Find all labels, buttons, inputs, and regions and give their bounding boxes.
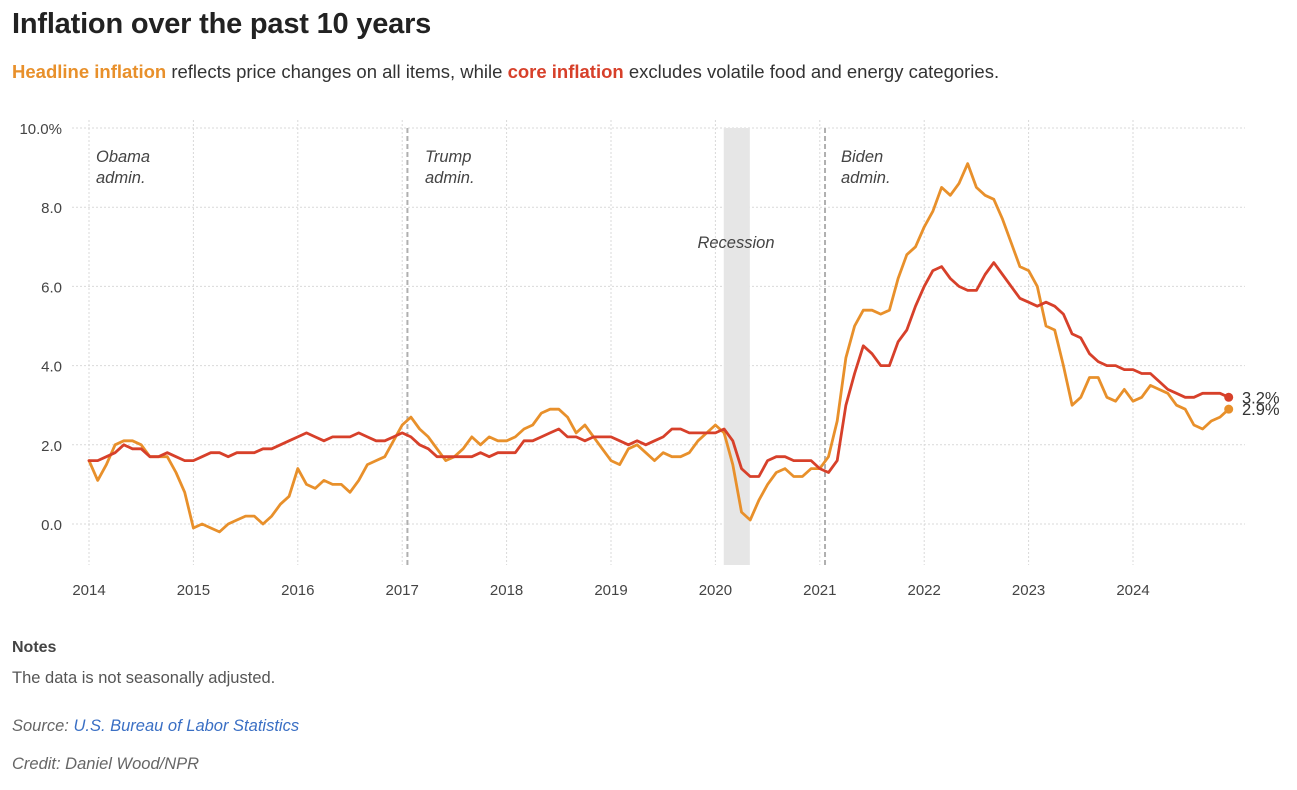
core-inflation-label: core inflation (507, 61, 624, 82)
source-line: Source: U.S. Bureau of Labor Statistics (12, 717, 299, 736)
x-tick-label: 2023 (1012, 582, 1045, 599)
notes-text: The data is not seasonally adjusted. (12, 669, 276, 687)
x-tick-label: 2015 (177, 582, 210, 599)
annotations: Obama admin. Trump admin. Recession Biden admi… (96, 148, 891, 252)
annotation-label: Obama admin. (96, 148, 150, 187)
x-tick-label: 2014 (72, 582, 105, 599)
headline-inflation-label: Headline inflation (12, 61, 167, 82)
x-tick-label: 2020 (699, 582, 732, 599)
annotation-label: Trump admin. (425, 148, 475, 187)
gridlines (72, 120, 1245, 565)
notes-heading: Notes (12, 639, 57, 656)
x-tick-label: 2016 (281, 582, 314, 599)
x-tick-label: 2018 (490, 582, 523, 599)
y-tick-label: 4.0 (41, 359, 62, 376)
recession-band (723, 128, 750, 565)
source-prefix: Source: (12, 717, 74, 735)
inflation-line-chart: 10.0%8.06.04.02.00.0 2014 2015 2016 2017 201… (19, 120, 1280, 599)
source-link[interactable]: U.S. Bureau of Labor Statistics (73, 717, 300, 735)
y-tick-label: 10.0% (19, 121, 62, 138)
core-inflation-line (87, 261, 1231, 478)
y-tick-label: 0.0 (41, 517, 62, 534)
annotation-label: Biden admin. (841, 148, 891, 187)
headline-inflation-line (87, 162, 1231, 534)
annotation-label: Recession (697, 234, 774, 252)
core-end-point (1224, 392, 1234, 402)
x-tick-label: 2022 (908, 582, 941, 599)
administration-dividers (406, 128, 827, 565)
y-tick-label: 2.0 (41, 438, 62, 455)
end-labels: 2.9%3.2% (1224, 389, 1280, 419)
x-tick-label: 2021 (803, 582, 836, 599)
recession-band-layer (723, 128, 750, 565)
chart-title: Inflation over the past 10 years (12, 8, 432, 40)
x-tick-label: 2017 (386, 582, 419, 599)
chart-subtitle: Headline inflation reflects price change… (12, 61, 999, 83)
x-tick-label: 2019 (594, 582, 627, 599)
subtitle-middle-text: reflects price changes on all items, whi… (166, 61, 508, 82)
y-tick-label: 6.0 (41, 279, 62, 296)
x-axis: 2014 2015 2016 2017 2018 2019 2020 2021 2022 2023… (72, 582, 1149, 599)
x-tick-label: 2024 (1116, 582, 1149, 599)
y-axis: 10.0% 8.0 6.0 4.0 2.0 0.0 (19, 121, 62, 534)
headline-end-label: 2.9% (1242, 401, 1280, 419)
y-tick-label: 8.0 (41, 200, 62, 217)
core-end-label: 3.2% (1242, 389, 1280, 407)
credit-line: Credit: Daniel Wood/NPR (12, 755, 200, 773)
subtitle-end-text: excludes volatile food and energy catego… (623, 61, 1000, 82)
headline-end-point (1224, 404, 1234, 414)
series-layer (87, 162, 1231, 534)
